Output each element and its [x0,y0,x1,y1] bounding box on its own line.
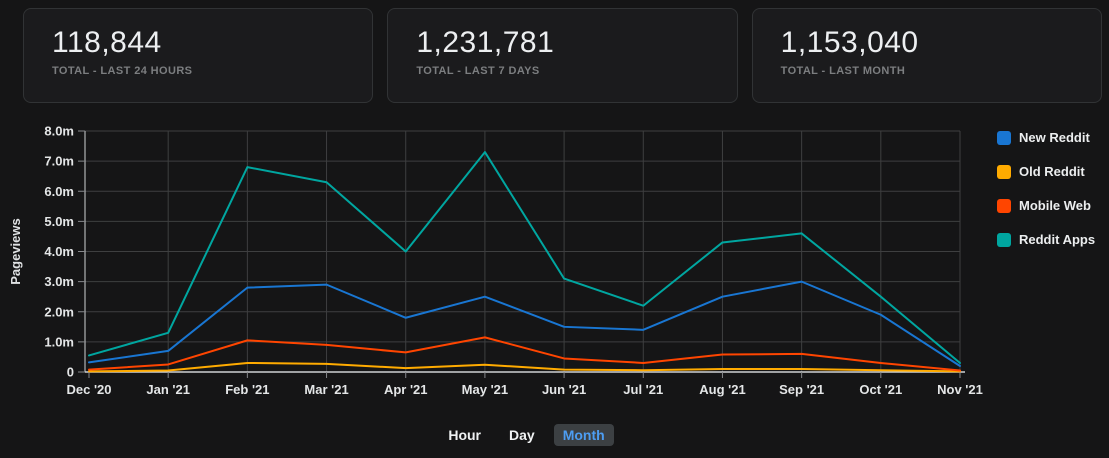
x-axis-tick-label: May '21 [462,382,508,397]
interval-toggle: Hour Day Month [0,424,1081,446]
series-line-reddit-apps [88,151,961,364]
legend-swatch-icon [997,130,1011,145]
pageviews-line-chart: 0 1.0m 2.0m 3.0m 4.0m 5.0m 6.0m 7.0m 8.0m Dec '20… [8,124,983,398]
interval-day-button[interactable]: Day [500,424,544,446]
x-axis-tick-label: Apr '21 [384,382,428,397]
legend-label: New Reddit [1019,130,1090,145]
stat-value: 1,231,781 [416,26,555,59]
series-line-mobile-web [88,336,961,372]
x-axis-tick-label: Aug '21 [699,382,745,397]
x-axis-tick-label: Jun '21 [542,382,586,397]
series-line-old-reddit [88,361,961,373]
stat-label: TOTAL - LAST MONTH [780,64,906,77]
x-axis-tick-label: Mar '21 [304,382,348,397]
chart-legend: New Reddit Old Reddit Mobile Web Reddit App… [997,130,1095,266]
x-axis-tick-label: Oct '21 [859,382,902,397]
legend-item-reddit-apps[interactable]: Reddit Apps [997,232,1095,247]
stat-label: TOTAL - LAST 24 HOURS [52,64,193,77]
y-axis-tick-label: 6.0m [44,184,74,199]
x-axis-tick-label: Jan '21 [146,382,190,397]
legend-item-mobile-web[interactable]: Mobile Web [997,198,1095,213]
interval-month-button[interactable]: Month [553,424,614,446]
stat-label: TOTAL - LAST 7 DAYS [416,64,540,77]
pageviews-chart-area: 0 1.0m 2.0m 3.0m 4.0m 5.0m 6.0m 7.0m 8.0m Dec '20… [0,110,1109,410]
stat-value: 118,844 [52,26,162,59]
x-axis-tick-label: Jul '21 [623,382,663,397]
x-axis-tick-label: Nov '21 [937,382,983,397]
stat-card-last-month: 1,153,040 TOTAL - LAST MONTH [751,8,1102,103]
y-axis-tick-label: 8.0m [44,124,74,139]
y-axis-tick-label: 4.0m [44,244,74,259]
stats-cards-row: 118,844 TOTAL - LAST 24 HOURS 1,231,781 … [23,8,1102,103]
x-axis-tick-label: Sep '21 [779,382,824,397]
series-line-new-reddit [88,280,961,367]
y-axis-tick-label: 5.0m [44,214,74,229]
stat-card-24-hours: 118,844 TOTAL - LAST 24 HOURS [23,8,374,103]
legend-label: Mobile Web [1019,198,1091,213]
y-axis-tick-label: 0 [67,365,74,380]
legend-item-new-reddit[interactable]: New Reddit [997,130,1095,145]
legend-swatch-icon [997,164,1011,179]
y-axis-tick-label: 2.0m [44,304,74,319]
y-axis-tick-label: 7.0m [44,154,74,169]
stat-card-7-days: 1,231,781 TOTAL - LAST 7 DAYS [387,8,738,103]
x-axis-tick-label: Feb '21 [225,382,269,397]
legend-item-old-reddit[interactable]: Old Reddit [997,164,1095,179]
stat-value: 1,153,040 [780,26,919,59]
y-axis-tick-label: 3.0m [44,274,74,289]
legend-label: Reddit Apps [1019,232,1096,247]
x-axis-tick-label: Dec '20 [66,382,111,397]
legend-label: Old Reddit [1019,164,1085,179]
legend-swatch-icon [997,198,1011,213]
y-axis-title: Pageviews [8,218,23,285]
legend-swatch-icon [997,232,1011,247]
interval-hour-button[interactable]: Hour [439,424,490,446]
y-axis-tick-label: 1.0m [44,334,74,349]
